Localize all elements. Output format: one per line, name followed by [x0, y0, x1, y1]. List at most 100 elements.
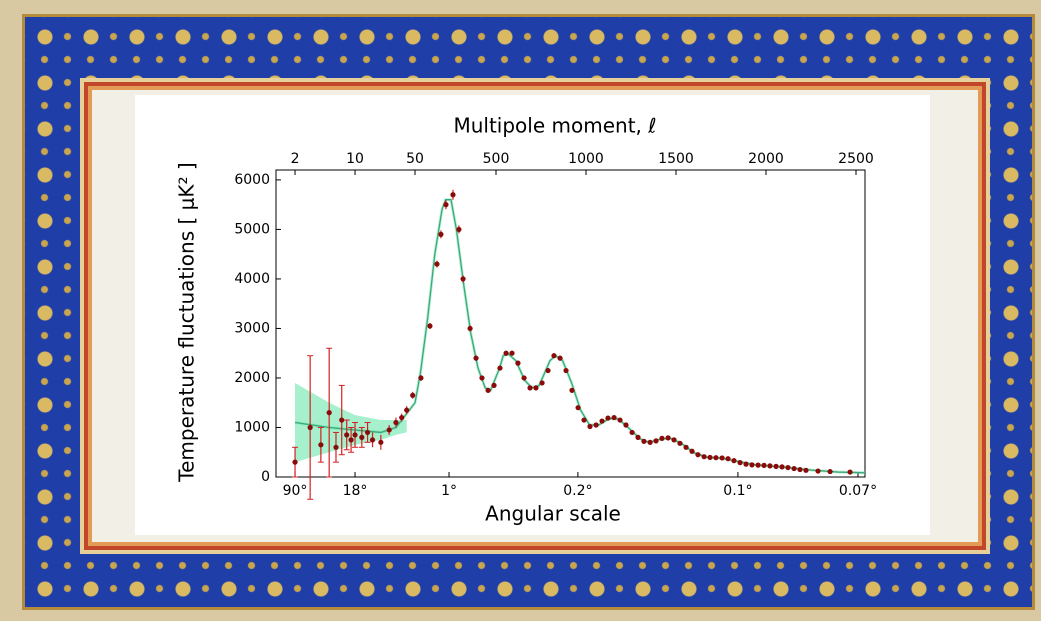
data-point [779, 464, 784, 469]
data-point [755, 463, 760, 468]
x2-tick-label: 90° [283, 483, 308, 499]
data-point [485, 388, 490, 393]
data-point [404, 408, 409, 413]
chart-title: Multipole moment, ℓ [453, 114, 656, 138]
data-point [629, 430, 634, 435]
data-point [410, 393, 415, 398]
y-tick-label: 1000 [234, 419, 270, 435]
data-point [527, 385, 532, 390]
x-tick-label: 2 [291, 151, 300, 167]
data-point [701, 454, 706, 459]
data-point [418, 375, 423, 380]
data-point [611, 415, 616, 420]
data-point [545, 368, 550, 373]
data-point [749, 462, 754, 467]
y-tick-label: 5000 [234, 221, 270, 237]
data-point [557, 356, 562, 361]
x-axis-title: Angular scale [485, 502, 621, 526]
data-point [815, 468, 820, 473]
data-point [653, 438, 658, 443]
data-point [731, 458, 736, 463]
data-point [473, 356, 478, 361]
x2-tick-label: 1° [441, 483, 457, 499]
data-point [695, 452, 700, 457]
data-point [443, 202, 448, 207]
data-point [847, 469, 852, 474]
data-point [533, 385, 538, 390]
data-point [587, 424, 592, 429]
x-tick-label: 500 [483, 151, 510, 167]
data-point [743, 462, 748, 467]
data-point [460, 276, 465, 281]
data-point [344, 432, 349, 437]
data-point [647, 440, 652, 445]
data-point [677, 441, 682, 446]
data-point [659, 436, 664, 441]
data-point [521, 375, 526, 380]
data-point [635, 435, 640, 440]
data-point [575, 405, 580, 410]
data-point [539, 380, 544, 385]
x2-tick-label: 0.2° [563, 483, 592, 499]
y-axis-title: Temperature fluctuations [ μK² ] [175, 162, 199, 482]
data-point [581, 417, 586, 422]
x-tick-label: 2500 [838, 151, 874, 167]
data-point [370, 437, 375, 442]
x2-tick-label: 0.07° [839, 483, 877, 499]
y-tick-label: 3000 [234, 320, 270, 336]
x-tick-label: 10 [346, 151, 364, 167]
data-point [378, 440, 383, 445]
data-point [725, 456, 730, 461]
data-point [515, 361, 520, 366]
x-tick-label: 50 [406, 151, 424, 167]
data-point [761, 463, 766, 468]
data-point [456, 227, 461, 232]
data-point [563, 368, 568, 373]
x2-tick-label: 18° [343, 483, 368, 499]
y-tick-label: 2000 [234, 370, 270, 386]
page: Multipole moment, ℓ Angular scale Temper… [0, 0, 1041, 621]
data-point [359, 435, 364, 440]
data-point [450, 192, 455, 197]
data-point [327, 410, 332, 415]
x2-tick-label: 0.1° [723, 483, 752, 499]
data-point [791, 466, 796, 471]
data-point [339, 417, 344, 422]
data-point [737, 460, 742, 465]
data-point [393, 420, 398, 425]
data-point [569, 388, 574, 393]
data-point [683, 445, 688, 450]
data-point [641, 439, 646, 444]
y-tick-label: 6000 [234, 172, 270, 188]
data-point [707, 455, 712, 460]
data-point [689, 449, 694, 454]
data-point [617, 417, 622, 422]
data-point [803, 468, 808, 473]
x-tick-label: 2000 [748, 151, 784, 167]
data-point [503, 351, 508, 356]
data-point [434, 261, 439, 266]
data-point [427, 323, 432, 328]
data-point [605, 415, 610, 420]
data-point [785, 465, 790, 470]
data-point [308, 425, 313, 430]
data-point [827, 469, 832, 474]
data-point [497, 365, 502, 370]
data-point [797, 467, 802, 472]
data-point [348, 437, 353, 442]
x-tick-label: 1500 [658, 151, 694, 167]
data-point [399, 415, 404, 420]
data-point [467, 326, 472, 331]
data-point [333, 445, 338, 450]
chart: Multipole moment, ℓ Angular scale Temper… [0, 0, 1041, 621]
data-point [623, 422, 628, 427]
data-point [773, 464, 778, 469]
data-point [509, 351, 514, 356]
data-point [318, 442, 323, 447]
y-tick-label: 0 [261, 469, 270, 485]
data-point [593, 422, 598, 427]
data-point [713, 455, 718, 460]
data-point [365, 430, 370, 435]
data-point [438, 232, 443, 237]
data-point [551, 353, 556, 358]
